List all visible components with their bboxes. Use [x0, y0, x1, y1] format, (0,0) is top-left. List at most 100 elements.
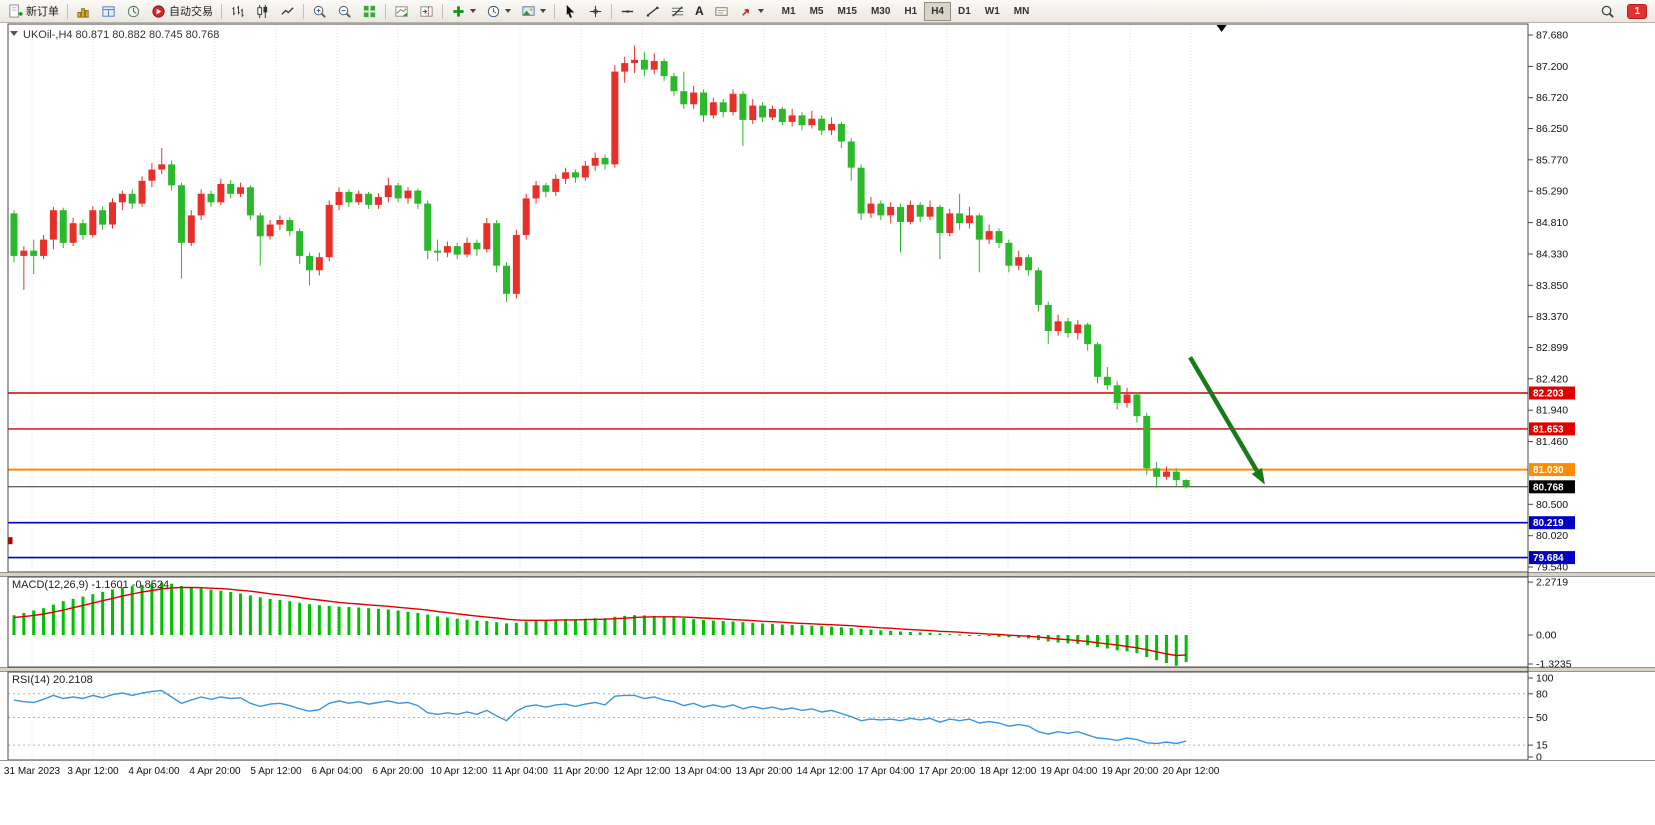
arrow-object-icon — [741, 8, 749, 16]
price-tag-80.768 — [1529, 480, 1575, 494]
auto-scroll-icon — [395, 5, 408, 17]
trend-arrow[interactable] — [1188, 356, 1259, 473]
time-axis-label: 4 Apr 20:00 — [189, 766, 241, 777]
price-axis-label: 85.770 — [1536, 154, 1568, 166]
time-axis-label: 13 Apr 20:00 — [736, 766, 793, 777]
price-tag-text: 80.768 — [1533, 482, 1564, 493]
price-axis-label: 85.290 — [1536, 186, 1568, 198]
price-tag-80.219 — [1529, 516, 1575, 530]
price-axis-label: 86.250 — [1536, 123, 1568, 135]
fibonacci-tool-button[interactable] — [665, 0, 690, 22]
line-chart-mode-icon — [281, 6, 294, 15]
time-axis-label: 6 Apr 04:00 — [311, 766, 363, 777]
price-axis-label: 84.810 — [1536, 217, 1568, 229]
cursor-tool-button[interactable] — [558, 0, 583, 22]
data-window-button[interactable] — [96, 0, 121, 22]
price-tag-82.203 — [1529, 386, 1575, 400]
time-axis-label: 12 Apr 12:00 — [614, 766, 671, 777]
price-axis-label: 83.850 — [1536, 280, 1568, 292]
toolbar-separator — [303, 3, 304, 19]
timeframe-button-m30[interactable]: M30 — [870, 5, 891, 17]
chart-header-ohlc: UKOil-,H4 80.871 80.882 80.745 80.768 — [23, 29, 219, 41]
toolbar-separator — [67, 3, 68, 19]
timeframe-button-m15[interactable]: M15 — [837, 5, 857, 17]
time-axis-label: 4 Apr 04:00 — [128, 766, 180, 777]
arrows-tool-button[interactable] — [734, 0, 769, 22]
toolbar-right-group: 1 — [1595, 0, 1652, 22]
time-axis-label: 17 Apr 04:00 — [858, 766, 915, 777]
timeframe-button-w1[interactable]: W1 — [984, 5, 1000, 17]
dropdown-caret-icon — [757, 9, 764, 13]
time-axis-label: 19 Apr 20:00 — [1102, 766, 1159, 777]
candlestick-series[interactable] — [10, 45, 1190, 489]
price-axis-label: 87.680 — [1536, 30, 1568, 42]
time-axis-label: 17 Apr 20:00 — [919, 766, 976, 777]
templates-button[interactable] — [516, 0, 551, 22]
macd-axis-label: 2.2719 — [1536, 577, 1568, 589]
autotrading-label: 自动交易 — [169, 6, 213, 18]
price-tag-text: 80.219 — [1533, 518, 1564, 529]
tile-windows-button[interactable] — [357, 0, 382, 22]
zoom-out-button[interactable] — [332, 0, 357, 22]
price-tag-text: 79.684 — [1533, 553, 1564, 564]
bar-chart-mode-button[interactable] — [225, 0, 250, 22]
candlestick-mode-button[interactable] — [250, 0, 275, 22]
trendline-tool-button[interactable] — [640, 0, 665, 22]
timeframe-button-h4[interactable]: H4 — [924, 1, 951, 21]
navigator-button[interactable] — [121, 0, 146, 22]
horizontal-line-tool-button[interactable] — [615, 0, 640, 22]
timeframe-button-m5[interactable]: M5 — [809, 5, 824, 17]
indicators-button[interactable] — [446, 0, 481, 22]
new-order-button[interactable]: 新订单 — [3, 0, 64, 22]
toolbar-separator — [385, 3, 386, 19]
price-tag-81.653 — [1529, 422, 1575, 436]
crosshair-tool-button[interactable] — [583, 0, 608, 22]
notification-badge[interactable]: 1 — [1627, 3, 1647, 19]
periods-clock-icon — [487, 5, 500, 17]
time-axis-label: 31 Mar 2023 — [4, 766, 61, 777]
rsi-line — [13, 689, 1187, 745]
chart-shift-button[interactable] — [414, 0, 439, 22]
price-axis-label: 81.940 — [1536, 405, 1568, 417]
time-axis-label: 18 Apr 12:00 — [980, 766, 1037, 777]
timeframe-button-d1[interactable]: D1 — [957, 5, 971, 17]
dropdown-caret-icon — [470, 9, 476, 13]
zoom-in-button[interactable] — [307, 0, 332, 22]
toolbar-separator — [442, 3, 443, 19]
scroll-shift-marker[interactable] — [1216, 25, 1227, 32]
toolbar-separator — [611, 3, 612, 19]
timeframe-button-mn[interactable]: MN — [1013, 5, 1030, 17]
time-axis-label: 11 Apr 20:00 — [553, 766, 609, 777]
price-tag-text: 81.030 — [1533, 465, 1564, 476]
time-axis-label: 6 Apr 20:00 — [372, 766, 424, 777]
toolbar-separator — [554, 3, 555, 19]
time-axis-label: 14 Apr 12:00 — [797, 766, 854, 777]
price-axis-label: 81.460 — [1536, 436, 1568, 448]
panel-splitter[interactable] — [0, 667, 1655, 672]
new-order-icon — [9, 3, 23, 18]
macd-panel[interactable] — [12, 582, 1188, 666]
timeframe-button-h1[interactable]: H1 — [904, 5, 918, 17]
timeframe-button-m1[interactable]: M1 — [781, 5, 796, 17]
panel-splitter[interactable] — [0, 572, 1655, 577]
new-order-label: 新订单 — [26, 6, 59, 18]
candlestick-mode-icon — [257, 4, 268, 18]
text-label-tool-button[interactable] — [709, 0, 734, 22]
autotrading-button[interactable]: 自动交易 — [146, 0, 218, 22]
price-tag-text: 81.653 — [1533, 424, 1564, 435]
market-watch-icon — [77, 7, 89, 18]
chart-menu-caret[interactable] — [10, 31, 18, 36]
line-chart-mode-button[interactable] — [275, 0, 300, 22]
dropdown-caret-icon — [540, 9, 546, 13]
price-axis-label: 83.370 — [1536, 311, 1568, 323]
crosshair-icon — [589, 5, 602, 17]
search-button[interactable] — [1595, 0, 1620, 22]
tile-windows-icon — [363, 5, 376, 17]
market-watch-button[interactable] — [71, 0, 96, 22]
auto-scroll-button[interactable] — [389, 0, 414, 22]
rsi-axis-label: 80 — [1536, 688, 1548, 700]
periods-button[interactable] — [481, 0, 516, 22]
time-axis-label: 10 Apr 12:00 — [431, 766, 488, 777]
text-tool-button[interactable]: A — [690, 0, 709, 22]
